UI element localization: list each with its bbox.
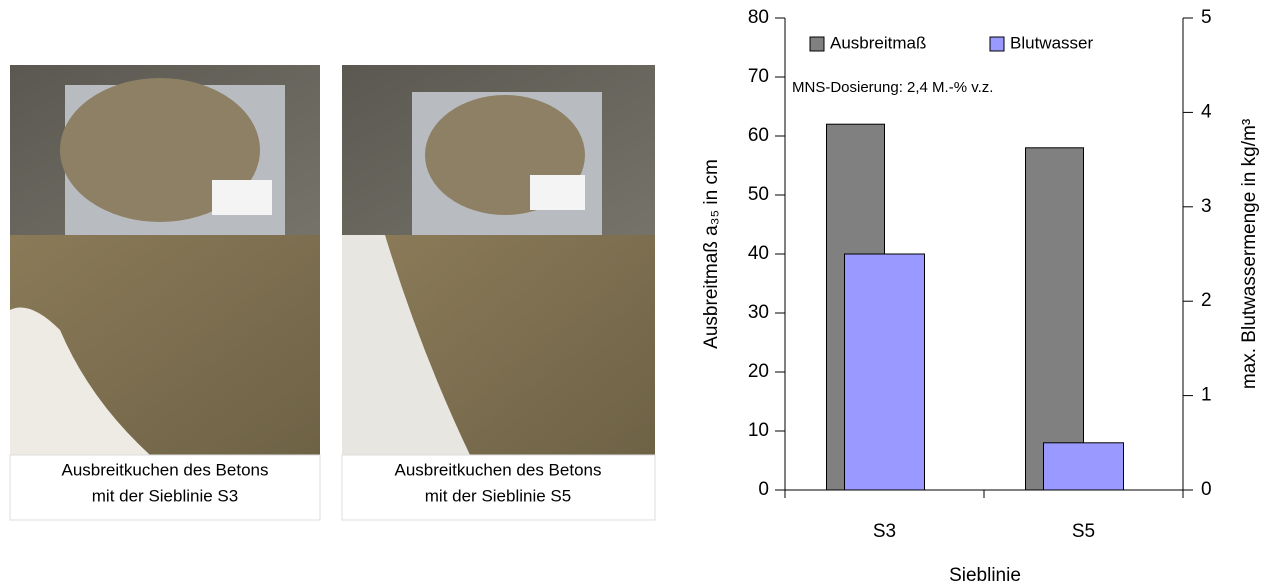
caption: mit der Sieblinie S5 (425, 486, 571, 505)
x-tick-label: S5 (1072, 521, 1095, 542)
legend-label: Ausbreitmaß (830, 33, 926, 52)
y2-tick-label: 5 (1201, 7, 1212, 28)
bar (1026, 148, 1084, 490)
bar (845, 254, 925, 490)
y-tick-label: 0 (758, 479, 769, 500)
x-axis-label: Sieblinie (949, 565, 1021, 586)
caption: mit der Sieblinie S3 (92, 486, 238, 505)
y-tick-label: 20 (748, 361, 769, 382)
y-tick-label: 80 (748, 7, 769, 28)
legend-swatch (810, 37, 824, 51)
y2-axis-label: max. Blutwassermenge in kg/m³ (1239, 119, 1260, 389)
caption: Ausbreitkuchen des Betons (62, 460, 269, 479)
legend-label: Blutwasser (1010, 33, 1093, 52)
y-tick-label: 10 (748, 420, 769, 441)
y-tick-label: 40 (748, 243, 769, 264)
y-axis-label: Ausbreitmaß a₃₅ in cm (701, 159, 722, 349)
x-tick-label: S3 (873, 521, 896, 542)
y-tick-label: 30 (748, 302, 769, 323)
y-tick-label: 50 (748, 184, 769, 205)
y-tick-label: 60 (748, 125, 769, 146)
bar (1044, 443, 1124, 490)
y-tick-label: 70 (748, 66, 769, 87)
legend-swatch (990, 37, 1004, 51)
photo-panel (342, 65, 655, 520)
y2-tick-label: 4 (1201, 101, 1212, 122)
photo-panel (10, 65, 320, 520)
y2-tick-label: 2 (1201, 290, 1212, 311)
y2-tick-label: 0 (1201, 479, 1212, 500)
y2-tick-label: 3 (1201, 196, 1212, 217)
caption: Ausbreitkuchen des Betons (395, 460, 602, 479)
annotation: MNS-Dosierung: 2,4 M.-% v.z. (792, 79, 993, 96)
page: Ausbreitkuchen des Betons mit der Siebli… (0, 0, 1278, 587)
y2-tick-label: 1 (1201, 385, 1212, 406)
